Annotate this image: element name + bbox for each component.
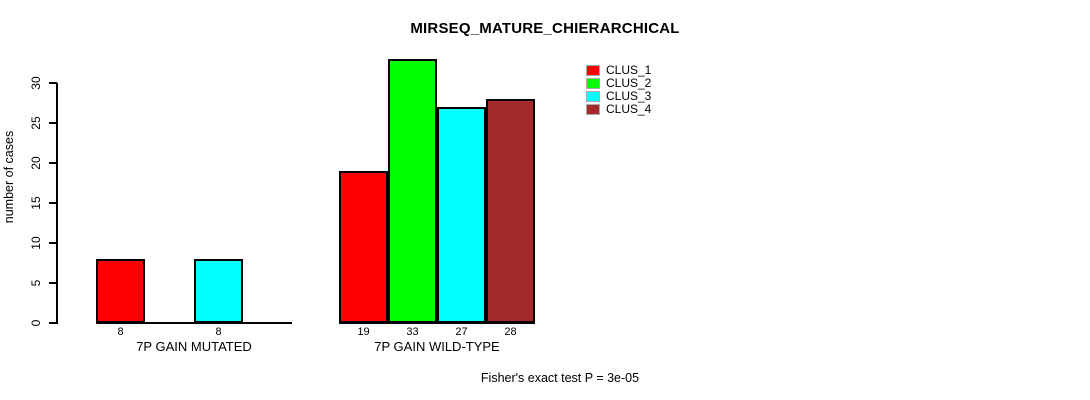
group-label: 7P GAIN MUTATED [136, 339, 252, 354]
bar-value-label: 27 [455, 326, 468, 338]
legend: CLUS_1 CLUS_2 CLUS_3 CLUS_4 [586, 64, 651, 116]
y-tick-mark [49, 82, 57, 84]
y-tick-label: 5 [29, 279, 43, 287]
bar-value-label: 8 [117, 326, 124, 338]
y-tick-label: 0 [29, 319, 43, 327]
legend-label: CLUS_4 [606, 102, 652, 116]
y-tick-mark [49, 202, 57, 204]
y-tick-mark [49, 162, 57, 164]
y-axis-line [56, 83, 58, 324]
bar-clus_3 [194, 259, 243, 323]
y-tick-mark [49, 122, 57, 124]
y-tick-mark [49, 242, 57, 244]
footnote: Fisher's exact test P = 3e-05 [480, 371, 640, 385]
bar-clus_1 [339, 171, 388, 323]
legend-swatch-icon [586, 104, 600, 115]
bar-value-label: 19 [357, 326, 370, 338]
y-tick-mark [49, 282, 57, 284]
legend-row: CLUS_3 [586, 90, 651, 103]
y-tick-label: 25 [29, 116, 43, 130]
y-tick-label: 15 [29, 196, 43, 210]
bar-clus_2 [388, 59, 437, 323]
x-axis-baseline [96, 322, 292, 324]
x-axis-baseline [339, 322, 535, 324]
legend-label: CLUS_3 [606, 89, 652, 103]
legend-swatch-icon [586, 78, 600, 89]
y-tick-label: 20 [29, 156, 43, 170]
legend-row: CLUS_4 [586, 103, 651, 116]
legend-row: CLUS_1 [586, 64, 651, 77]
y-tick-label: 30 [29, 76, 43, 90]
bar-value-label: 28 [504, 326, 517, 338]
bar-clus_3 [437, 107, 486, 323]
y-tick-label: 10 [29, 236, 43, 250]
group-label: 7P GAIN WILD-TYPE [374, 339, 500, 354]
bar-value-label: 33 [406, 326, 419, 338]
legend-label: CLUS_2 [606, 76, 652, 90]
legend-swatch-icon [586, 65, 600, 76]
legend-row: CLUS_2 [586, 77, 651, 90]
y-tick-mark [49, 322, 57, 324]
legend-swatch-icon [586, 91, 600, 102]
chart-title: MIRSEQ_MATURE_CHIERARCHICAL [410, 20, 680, 37]
y-axis-label: number of cases [2, 130, 16, 224]
bar-clus_1 [96, 259, 145, 323]
bar-value-label: 8 [215, 326, 222, 338]
legend-label: CLUS_1 [606, 63, 652, 77]
bar-clus_4 [486, 99, 535, 323]
